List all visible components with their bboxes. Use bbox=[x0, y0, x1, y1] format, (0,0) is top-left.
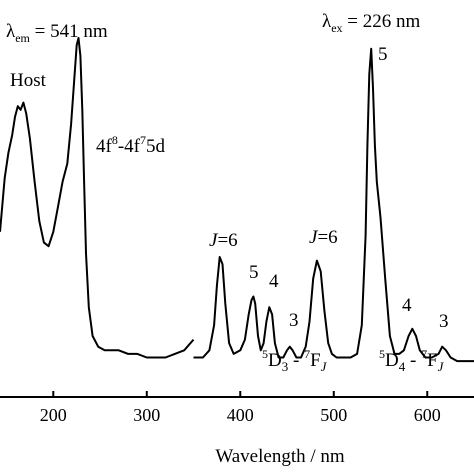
x-tick-label: 300 bbox=[133, 405, 160, 425]
x-tick-label: 500 bbox=[320, 405, 347, 425]
x-axis-title: Wavelength / nm bbox=[215, 446, 345, 467]
j6-label-left: J=6 bbox=[209, 230, 238, 251]
peak-5-small-label: 5 bbox=[249, 262, 259, 283]
peak-4-right-label: 4 bbox=[402, 295, 412, 316]
d3-7fj-label: 5D3 - 7FJ bbox=[262, 347, 328, 374]
lambda-ex-label: λex = 226 nm bbox=[322, 11, 421, 35]
x-tick-label: 600 bbox=[414, 405, 441, 425]
host-label: Host bbox=[10, 70, 47, 91]
spectrum-line-1 bbox=[0, 37, 195, 359]
lambda-em-label: λem = 541 nm bbox=[6, 21, 108, 45]
x-tick-label: 400 bbox=[227, 405, 254, 425]
peak-5-big-label: 5 bbox=[378, 44, 388, 65]
peak-3-small-label: 3 bbox=[289, 310, 299, 331]
x-axis-ticks: 200 300 400 500 600 bbox=[40, 391, 441, 425]
peak-3-right-label: 3 bbox=[439, 311, 449, 332]
j6-label-right: J=6 bbox=[309, 227, 338, 248]
peak-4-small-label: 4 bbox=[269, 271, 279, 292]
spectrum-line-2 bbox=[193, 47, 474, 363]
d4-7fj-label: 5D4 - 7FJ bbox=[379, 347, 445, 374]
plot-lines bbox=[0, 37, 474, 363]
x-tick-label: 200 bbox=[40, 405, 67, 425]
transition-4f8-4f75d-label: 4f8-4f75d bbox=[96, 133, 165, 157]
